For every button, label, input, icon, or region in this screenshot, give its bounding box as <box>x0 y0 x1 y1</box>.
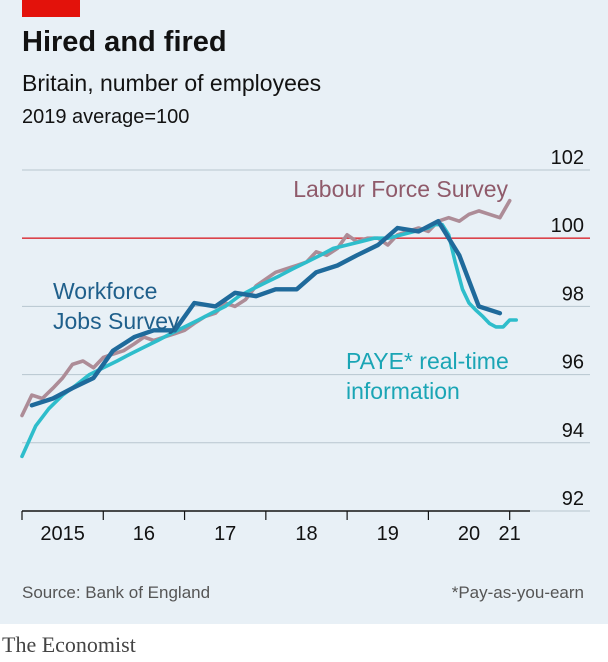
series-layer <box>20 198 519 459</box>
y-tick-label: 96 <box>562 352 584 374</box>
x-axis: 2015 16 17 18 19 20 21 <box>21 510 530 545</box>
y-tick-label: 94 <box>562 420 584 442</box>
publication-logo: The Economist <box>2 632 136 657</box>
x-tick-label: 18 <box>295 523 317 545</box>
x-tick-label: 2015 <box>40 523 85 545</box>
label-workforce-jobs-survey: Workforce <box>53 278 157 304</box>
brand-red-tag <box>22 0 80 17</box>
chart-subtitle: Britain, number of employees <box>22 70 322 96</box>
y-tick-label: 100 <box>551 215 584 237</box>
label-labour-force-survey: Labour Force Survey <box>293 176 508 202</box>
label-paye-rti: PAYE* real-time <box>346 348 509 374</box>
x-tick-label: 17 <box>214 523 236 545</box>
chart-panel <box>0 0 608 624</box>
x-tick-label: 16 <box>133 523 155 545</box>
series-line-paye-rti <box>20 222 519 459</box>
y-tick-label: 92 <box>562 488 584 510</box>
x-tick-label: 19 <box>377 523 399 545</box>
chart-unit-label: 2019 average=100 <box>22 106 190 128</box>
series-labels: Labour Force Survey Workforce Jobs Survey P… <box>53 176 509 404</box>
line-chart: 92 94 96 98 102 100 2015 16 17 18 19 20 21 Labour F… <box>20 150 590 545</box>
series-line-labour-force-survey <box>20 198 512 418</box>
y-tick-label: 102 <box>551 150 584 169</box>
source-note: Source: Bank of England <box>22 583 211 602</box>
grid-layer: 92 94 96 98 102 100 <box>22 150 590 512</box>
x-tick-label: 20 <box>458 523 480 545</box>
chart-title: Hired and fired <box>22 26 227 58</box>
footnote: *Pay-as-you-earn <box>451 583 584 602</box>
label-paye-rti: information <box>346 378 460 404</box>
y-tick-label: 98 <box>562 283 584 305</box>
label-workforce-jobs-survey: Jobs Survey <box>53 308 180 334</box>
series-line-workforce-jobs-survey <box>29 218 503 408</box>
x-tick-label: 21 <box>499 523 521 545</box>
